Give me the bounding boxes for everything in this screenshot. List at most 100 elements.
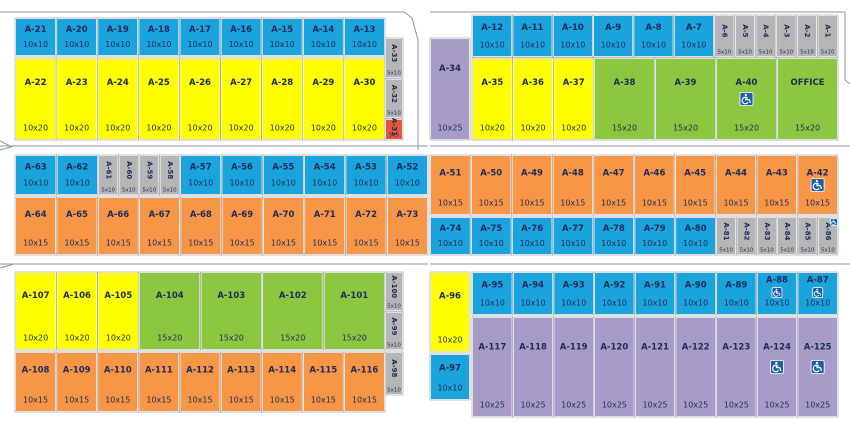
- storage-unit: A-63 10x10: [14, 154, 57, 196]
- unit-size: 15x20: [673, 124, 698, 133]
- unit-size: 10x15: [601, 199, 626, 208]
- unit-label: A-120: [600, 343, 628, 353]
- unit-size: 10x10: [23, 40, 48, 49]
- unit-box: [796, 15, 818, 57]
- unit-box: [15, 197, 57, 255]
- unit-size: 10x10: [146, 40, 171, 49]
- unit-box: [56, 352, 98, 412]
- unit-box: [797, 217, 818, 255]
- unit-size: 10x10: [353, 179, 378, 188]
- unit-size: 5x10: [387, 304, 401, 310]
- storage-unit: A-98 5x10: [384, 351, 404, 396]
- storage-unit: A-60 5x10: [118, 154, 140, 196]
- unit-border: [386, 196, 429, 256]
- unit-box: [715, 155, 757, 215]
- unit-box: [553, 58, 594, 140]
- unit-box: [118, 155, 139, 195]
- unit-label: A-94: [522, 280, 544, 290]
- unit-size: 10x20: [187, 124, 212, 133]
- storage-unit: A-46 10x15: [633, 154, 676, 216]
- accessible-icon-chair: [813, 290, 822, 297]
- storage-unit: A-72 10x15: [345, 196, 387, 256]
- unit-size: 10x20: [352, 124, 377, 133]
- unit-label: A-48: [562, 169, 584, 179]
- unit-label: A-86: [824, 222, 832, 240]
- unit-box: [262, 197, 305, 255]
- unit-size: 10x10: [641, 41, 666, 50]
- storage-unit: A-121 10x25: [634, 316, 676, 418]
- unit-border: [817, 14, 839, 58]
- unit-label: A-9: [605, 23, 621, 33]
- unit-label: A-45: [684, 169, 706, 179]
- unit-box: [98, 155, 119, 195]
- storage-unit: A-96 10x20: [429, 271, 471, 353]
- unit-size: 10x15: [805, 199, 830, 208]
- storage-unit: A-64 10x15: [14, 196, 57, 256]
- accessible-icon-head: [775, 361, 778, 365]
- unit-size: 5x10: [801, 248, 815, 254]
- unit-size: 10x20: [311, 124, 336, 133]
- storage-unit: A-27 10x20: [220, 57, 262, 141]
- unit-size: 10x10: [395, 179, 420, 188]
- unit-size: 10x10: [520, 299, 545, 308]
- unit-box: [261, 352, 303, 412]
- storage-unit: A-55 10x10: [262, 154, 305, 196]
- unit-size: 10x10: [683, 239, 708, 248]
- unit-box: [386, 155, 428, 195]
- building-outline: [430, 11, 850, 85]
- unit-size: 10x15: [764, 199, 789, 208]
- unit-size: 5x10: [759, 50, 773, 56]
- unit-label: A-26: [189, 78, 211, 88]
- storage-unit: A-76 10x10: [511, 216, 553, 256]
- unit-label: A-33: [390, 44, 398, 62]
- unit-size: 10x10: [683, 299, 708, 308]
- unit-label: A-57: [190, 163, 212, 173]
- unit-label: A-18: [148, 25, 170, 35]
- unit-box: [594, 58, 655, 140]
- unit-size: 10x15: [642, 199, 667, 208]
- unit-size: 10x25: [683, 401, 708, 410]
- unit-size: 5x10: [779, 50, 793, 56]
- storage-unit: A-32 5x10: [384, 78, 404, 119]
- storage-unit: A-122 10x25: [675, 316, 717, 418]
- unit-size: 10x10: [560, 239, 585, 248]
- unit-size: 10x20: [105, 124, 130, 133]
- unit-size: 10x10: [188, 179, 213, 188]
- unit-label: A-25: [148, 78, 170, 88]
- unit-size: 10x10: [23, 179, 48, 188]
- unit-box: [261, 18, 303, 56]
- storage-unit: A-40 15x20: [715, 57, 778, 141]
- storage-unit: A-81 5x10: [715, 216, 737, 256]
- storage-unit: A-66 10x15: [97, 196, 140, 256]
- unit-border: [343, 351, 386, 413]
- unit-size: 10x25: [561, 401, 586, 410]
- unit-box: [472, 272, 513, 315]
- unit-size: 10x20: [480, 124, 505, 133]
- unit-box: [179, 352, 221, 412]
- unit-box: [56, 155, 98, 195]
- accessible-icon-chair: [812, 364, 823, 373]
- unit-size: 5x10: [717, 50, 731, 56]
- storage-unit: A-36 10x20: [512, 57, 554, 141]
- unit-box: [56, 272, 98, 350]
- unit-label: A-29: [312, 78, 334, 88]
- unit-label: A-64: [25, 210, 47, 220]
- storage-unit: A-34 10x25: [429, 37, 471, 141]
- storage-unit: A-8 10x10: [633, 14, 674, 58]
- unit-box: [180, 155, 222, 195]
- unit-size: 5x10: [387, 71, 401, 77]
- unit-box: [472, 58, 513, 140]
- unit-label: A-88: [766, 276, 788, 286]
- unit-box: [385, 38, 403, 78]
- unit-size: 5x5: [389, 133, 400, 139]
- storage-unit: A-57 10x10: [179, 154, 222, 196]
- unit-box: [634, 317, 676, 417]
- unit-size: 10x15: [187, 396, 212, 405]
- storage-unit: A-90 10x10: [675, 271, 717, 316]
- unit-label: A-15: [271, 25, 293, 35]
- unit-label: A-22: [25, 78, 47, 88]
- unit-label: A-11: [522, 23, 544, 33]
- unit-box: [552, 15, 594, 57]
- unit-size: 10x15: [229, 396, 254, 405]
- unit-box: [594, 272, 635, 315]
